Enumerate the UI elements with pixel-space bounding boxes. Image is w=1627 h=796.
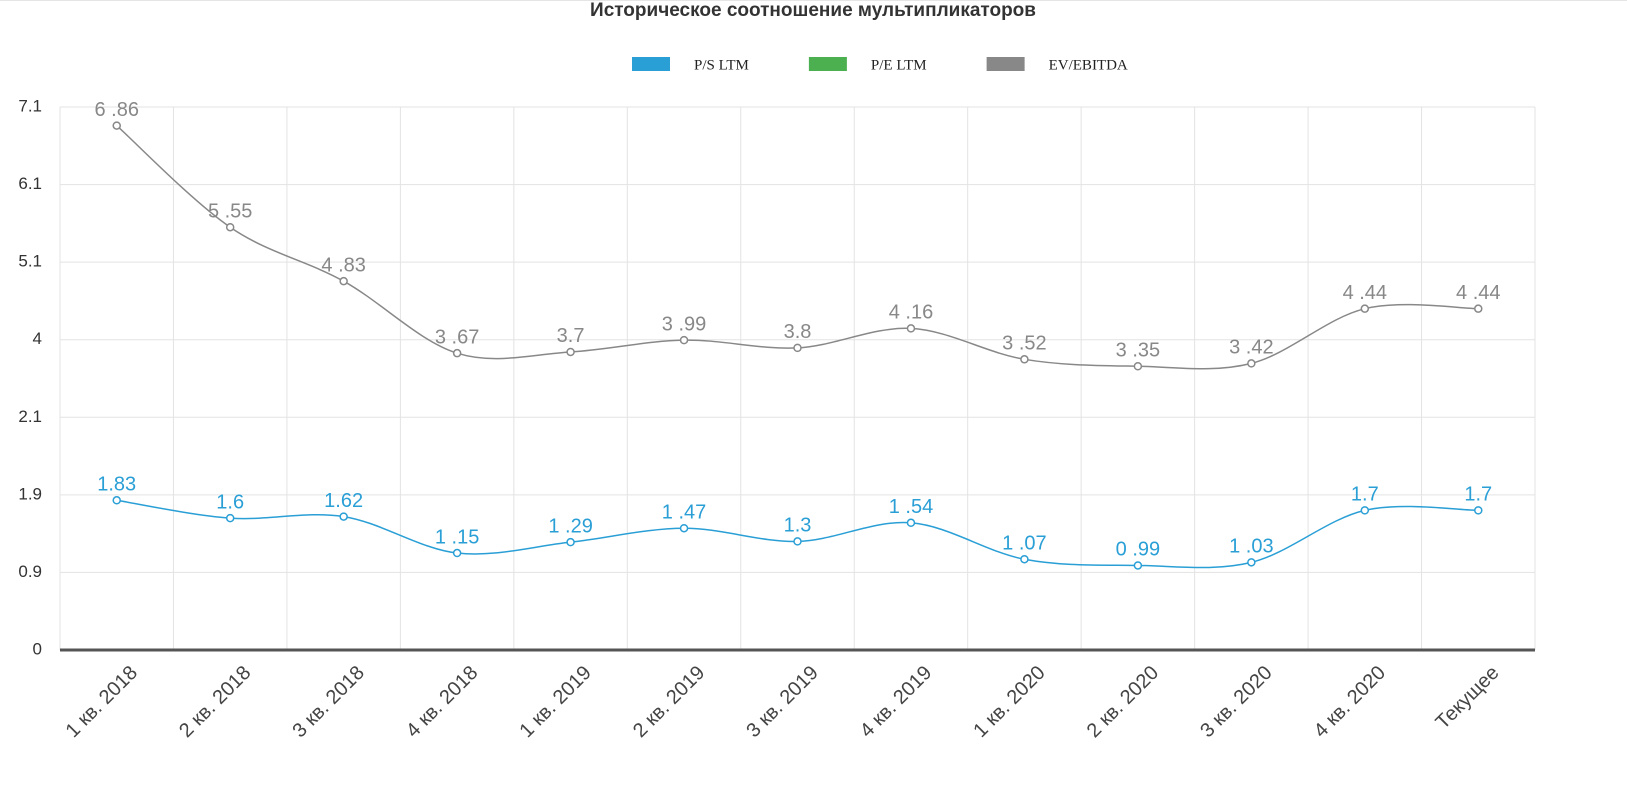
data-label: 3.7 [557,325,585,347]
data-point [339,276,348,286]
data-label: 1.62 [324,490,363,512]
x-tick-label: 3 кв. 2020 [1196,662,1276,742]
data-point [112,496,121,505]
legend-swatch [632,57,670,71]
data-label: 1 .29 [548,515,592,537]
y-tick-label: 7.1 [18,96,42,115]
data-point [566,347,575,357]
x-tick-label: 1 кв. 2018 [62,662,142,742]
data-label: 5 .55 [208,201,252,223]
data-point [1133,561,1143,570]
data-point [1474,506,1483,515]
data-label: 1 .03 [1229,536,1273,558]
data-point [1247,558,1256,567]
y-tick-label: 4 [33,329,42,348]
data-label: 0 .99 [1116,539,1160,561]
data-label: 4 .44 [1343,282,1387,304]
data-point [793,343,802,353]
data-label: 1 .47 [662,501,706,523]
data-point [793,537,802,546]
legend-label: P/S LTM [694,57,749,73]
data-label: 4 .83 [321,254,365,276]
data-label: 1.3 [784,515,812,537]
data-label: 4 .16 [889,302,933,324]
x-tick-label: 2 кв. 2019 [629,662,709,742]
data-point [906,324,916,333]
legend-swatch [986,57,1025,71]
data-point [225,222,235,232]
x-tick-label: 2 кв. 2020 [1083,662,1163,742]
data-label: 6 .86 [94,99,138,121]
data-point [679,523,689,533]
y-tick-label: 0 [33,639,42,658]
data-label: 1.7 [1464,484,1492,506]
data-label: 3 .35 [1116,340,1160,362]
legend-label: EV/EBITDA [1049,57,1128,73]
y-tick-label: 2.1 [18,407,42,426]
x-tick-label: 4 кв. 2018 [402,662,482,742]
data-point [1247,359,1256,368]
data-label: 1 .15 [435,526,479,548]
x-tick-label: 3 кв. 2018 [289,662,369,742]
data-point [1020,554,1029,564]
y-tick-label: 6.1 [18,174,42,193]
data-point [1360,304,1370,313]
data-label: 1 .07 [1002,533,1046,555]
x-tick-label: 3 кв. 2019 [742,662,822,742]
data-label: 3 .42 [1229,337,1273,359]
data-point [906,518,916,528]
data-label: 1 .54 [889,496,933,518]
data-point [1474,304,1483,313]
y-tick-label: 5.1 [18,252,42,271]
x-tick-label: 4 кв. 2019 [856,662,936,742]
data-point [1020,355,1029,364]
data-label: 1.6 [216,491,244,513]
x-tick-label: 2 кв. 2018 [175,662,255,742]
x-tick-label: 4 кв. 2020 [1310,662,1390,742]
data-label: 3 .99 [662,313,706,335]
data-point [225,513,235,523]
data-label: 4 .44 [1456,282,1500,304]
legend-label: P/E LTM [871,57,927,73]
y-tick-label: 1.9 [18,484,42,503]
y-tick-label: 0.9 [18,562,42,581]
data-point [1133,362,1143,371]
x-tick-label: 1 кв. 2019 [515,662,595,742]
chart-title: Историческое соотношение мультипликаторо… [590,0,1036,21]
legend-swatch [808,57,847,71]
data-point [452,548,462,558]
data-label: 1.7 [1351,484,1379,506]
data-label: 3.8 [784,321,812,343]
data-label: 1.83 [97,474,136,496]
data-label: 3 .67 [435,326,479,348]
data-point [566,537,575,547]
data-point [452,348,462,358]
data-point [679,335,689,345]
data-point [1360,506,1370,515]
data-point [339,512,348,521]
data-point [112,121,121,130]
x-tick-label: Текущее [1432,662,1504,734]
x-tick-label: 1 кв. 2020 [969,662,1049,742]
data-label: 3 .52 [1002,333,1046,355]
legend: P/S LTM P/E LTM EV/EBITDA [632,57,1128,73]
